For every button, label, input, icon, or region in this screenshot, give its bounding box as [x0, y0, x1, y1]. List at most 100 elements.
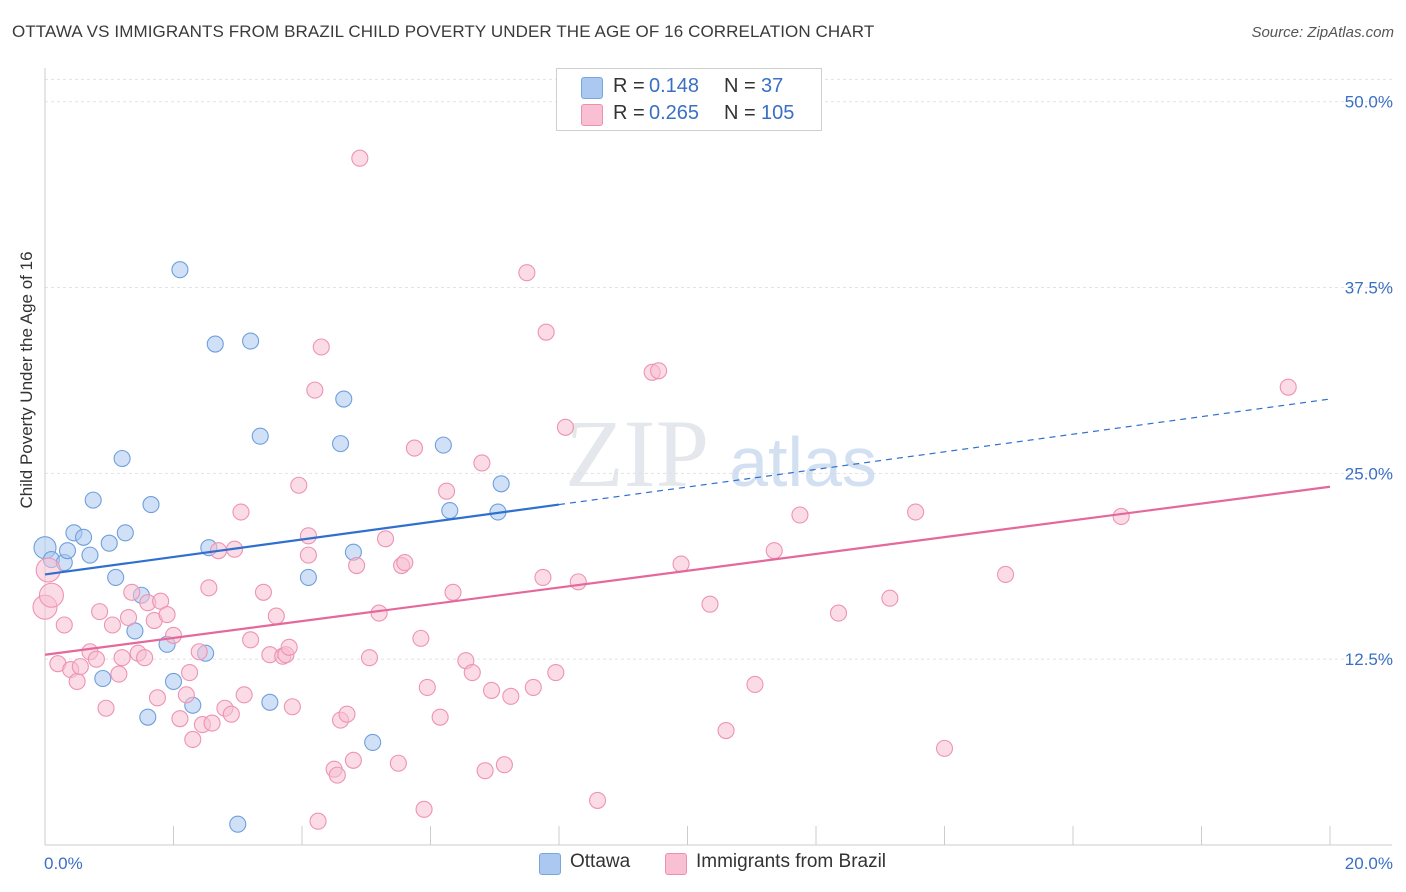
- brazil-point: [113, 649, 131, 667]
- brazil-point: [91, 603, 109, 621]
- brazil-point: [103, 616, 122, 634]
- brazil-point: [312, 338, 330, 356]
- brazil-point: [444, 583, 462, 601]
- brazil-point: [537, 323, 555, 341]
- brazil-point: [415, 800, 433, 818]
- legend-swatch-brazil: [581, 104, 603, 126]
- correlation-legend: R = 0.148 N = 37 R = 0.265 N = 105: [556, 68, 822, 131]
- brazil-point: [396, 554, 414, 572]
- x-tick-label: 20.0%: [1345, 854, 1393, 873]
- series-swatch-ottawa: [539, 853, 561, 875]
- ottawa-point: [261, 693, 279, 711]
- legend-n-label: N =: [724, 75, 756, 97]
- brazil-point: [348, 556, 366, 575]
- brazil-point: [405, 439, 423, 457]
- brazil-point: [907, 503, 925, 521]
- ottawa-point: [251, 427, 269, 445]
- brazil-point: [200, 579, 218, 597]
- brazil-point: [123, 583, 141, 601]
- ottawa-point: [206, 335, 224, 353]
- ottawa-point: [331, 435, 350, 453]
- y-axis-label: Child Poverty Under the Age of 16: [17, 251, 36, 509]
- brazil-point: [412, 629, 430, 647]
- brazil-point: [463, 664, 481, 682]
- brazil-point: [431, 708, 449, 726]
- brazil-point: [267, 607, 285, 625]
- ottawa-point: [100, 534, 118, 552]
- brazil-point: [148, 689, 166, 707]
- series-label-brazil: Immigrants from Brazil: [696, 851, 887, 872]
- brazil-point: [38, 582, 64, 608]
- legend-r-label: R =: [613, 102, 645, 124]
- ottawa-point: [75, 528, 93, 546]
- legend-n-value: 37: [761, 75, 784, 97]
- brazil-point: [328, 766, 346, 784]
- brazil-point: [254, 583, 273, 601]
- brazil-point: [68, 672, 86, 691]
- ottawa-point: [81, 546, 99, 564]
- ottawa-point: [364, 733, 382, 751]
- brazil-point: [235, 686, 253, 704]
- ottawa-point: [94, 669, 112, 688]
- series-label-ottawa: Ottawa: [570, 851, 631, 872]
- brazil-point: [996, 565, 1015, 584]
- brazil-point: [306, 381, 324, 399]
- brazil-point: [376, 530, 395, 548]
- source-label: Source: ZipAtlas.com: [1251, 24, 1394, 41]
- brazil-point: [87, 650, 105, 668]
- ottawa-point: [84, 491, 102, 509]
- y-tick-label: 37.5%: [1345, 279, 1393, 298]
- brazil-point: [177, 686, 195, 704]
- ottawa-point: [116, 524, 134, 542]
- y-tick-label: 50.0%: [1345, 93, 1393, 112]
- legend-r-value: 0.148: [649, 75, 700, 97]
- brazil-point: [701, 595, 719, 613]
- brazil-point: [164, 626, 183, 644]
- ottawa-point: [139, 708, 157, 726]
- ottawa-point: [107, 568, 125, 586]
- brazil-point: [438, 482, 456, 500]
- brazil-point: [283, 698, 301, 716]
- brazil-point: [1112, 507, 1130, 526]
- brazil-point: [184, 730, 202, 749]
- brazil-point: [569, 573, 587, 591]
- brazil-point: [717, 721, 735, 740]
- ottawa-point: [492, 475, 510, 493]
- chart-title: OTTAWA VS IMMIGRANTS FROM BRAZIL CHILD P…: [12, 22, 875, 41]
- brazil-point: [518, 264, 536, 282]
- ottawa-point: [229, 815, 247, 833]
- brazil-point: [482, 681, 501, 699]
- axes: [44, 68, 1392, 846]
- brazil-point: [203, 714, 221, 732]
- brazil-point: [389, 754, 407, 772]
- legend-n-value: 105: [761, 102, 795, 124]
- brazil-point: [476, 762, 494, 780]
- brazil-point: [935, 739, 954, 757]
- brazil-point: [765, 542, 783, 560]
- brazil-point: [473, 454, 491, 472]
- brazil-point: [71, 658, 89, 676]
- ottawa-point: [58, 542, 77, 560]
- brazil-point: [534, 568, 552, 586]
- brazil-point: [119, 609, 138, 627]
- ottawa-point: [299, 568, 317, 586]
- brazil-point: [136, 649, 154, 667]
- brazil-point: [309, 812, 327, 830]
- series-swatch-brazil: [665, 853, 687, 875]
- brazil-point: [588, 791, 607, 809]
- brazil-point: [232, 503, 250, 521]
- brazil-point: [222, 705, 240, 723]
- brazil-point: [190, 643, 208, 661]
- series-legend: Ottawa Immigrants from Brazil: [0, 851, 1406, 877]
- tick-labels: 12.5% 25.0% 37.5% 50.0% 0.0% 20.0%: [44, 93, 1393, 873]
- brazil-point: [502, 687, 520, 705]
- ottawa-trend-line: [44, 503, 560, 576]
- brazil-point: [418, 678, 436, 696]
- brazil-point: [55, 616, 73, 634]
- y-tick-label: 12.5%: [1345, 650, 1393, 669]
- ottawa-point: [242, 332, 260, 350]
- legend-swatch-ottawa: [581, 77, 603, 99]
- brazil-point: [650, 362, 668, 380]
- ottawa-point: [171, 261, 189, 279]
